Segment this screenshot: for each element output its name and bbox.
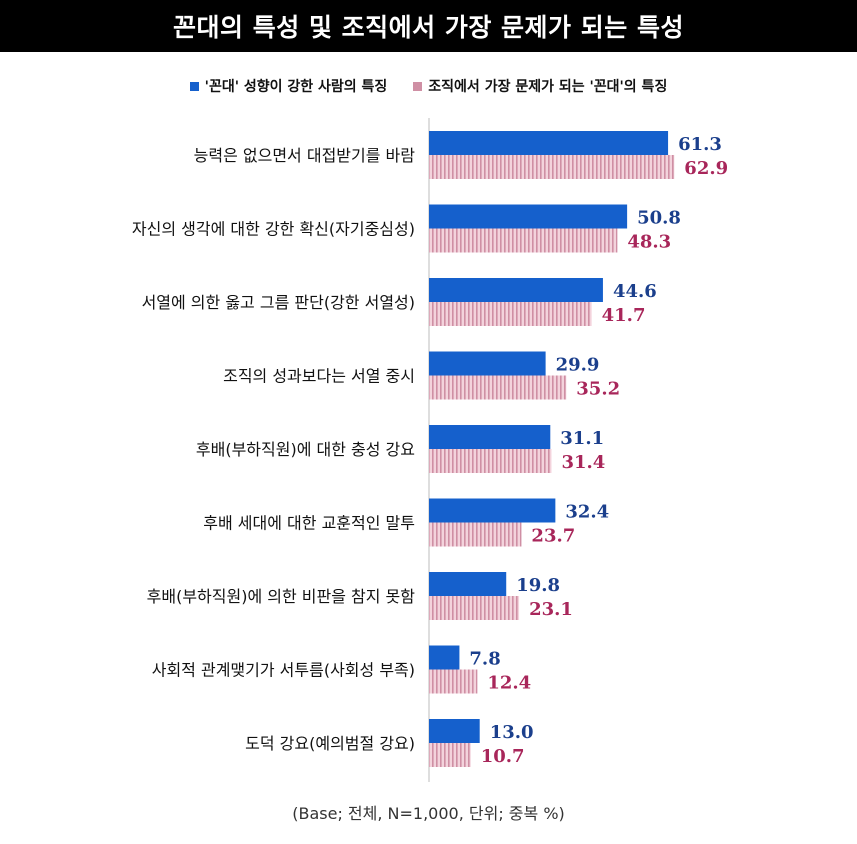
data-label-series2: 10.7	[481, 746, 525, 767]
bar-series1	[429, 498, 556, 523]
bar-series1	[429, 425, 551, 449]
legend-label-series1: '꼰대' 성향이 강한 사람의 특징	[204, 79, 388, 95]
bar-series2	[429, 449, 552, 473]
bar-series2	[429, 155, 675, 179]
bar-series1	[429, 278, 603, 302]
category-label: 자신의 생각에 대한 강한 확신(자기중심성)	[132, 220, 415, 239]
category-label: 도덕 강요(예의범절 강요)	[245, 734, 415, 753]
data-label-series2: 41.7	[602, 305, 646, 326]
bar-series2	[429, 522, 522, 547]
bar-series2	[429, 669, 478, 694]
legend-swatch-series2	[413, 81, 423, 91]
bar-series1	[429, 572, 507, 596]
bar-chart: 능력은 없으면서 대접받기를 바람 61.3 62.9 자신의 생각에 대한 강한 확…	[132, 118, 728, 782]
bar-series2	[429, 302, 592, 326]
footer-note: (Base; 전체, N=1,000, 단위; 중복 %)	[292, 804, 565, 823]
legend-label-series2: 조직에서 가장 문제가 되는 '꼰대'의 특징	[428, 79, 668, 95]
bar-series1	[429, 645, 460, 670]
data-label-series1: 32.4	[565, 502, 609, 523]
legend-item-series2: 조직에서 가장 문제가 되는 '꼰대'의 특징	[413, 76, 667, 96]
data-label-series2: 31.4	[561, 452, 605, 473]
data-label-series1: 50.8	[637, 208, 681, 229]
category-label: 후배(부하직원)에 의한 비판을 참지 못함	[147, 587, 416, 606]
category-label: 후배(부하직원)에 대한 충성 강요	[196, 440, 415, 459]
data-label-series1: 29.9	[556, 355, 600, 376]
chart-title: 꼰대의 특성 및 조직에서 가장 문제가 되는 특성	[0, 0, 857, 52]
legend-item-series1: '꼰대' 성향이 강한 사람의 특징	[189, 76, 388, 96]
category-label: 사회적 관계맺기가 서투름(사회성 부족)	[152, 661, 415, 680]
category-label: 조직의 성과보다는 서열 중시	[223, 367, 415, 386]
data-label-series2: 23.7	[531, 526, 575, 547]
data-label-series1: 19.8	[516, 575, 560, 596]
bar-series2	[429, 596, 520, 620]
category-label: 능력은 없으면서 대접받기를 바람	[194, 146, 416, 165]
bar-series2	[429, 743, 471, 767]
bar-series2	[429, 228, 618, 253]
bar-series1	[429, 131, 669, 155]
category-label: 후배 세대에 대한 교훈적인 말투	[203, 514, 415, 533]
data-label-series1: 13.0	[490, 722, 534, 743]
data-label-series1: 61.3	[678, 134, 722, 155]
data-label-series2: 35.2	[576, 379, 620, 400]
data-label-series2: 23.1	[529, 599, 573, 620]
bar-series1	[429, 204, 628, 229]
data-label-series2: 48.3	[627, 232, 671, 253]
data-label-series2: 62.9	[684, 158, 728, 179]
legend: '꼰대' 성향이 강한 사람의 특징 조직에서 가장 문제가 되는 '꼰대'의 …	[0, 74, 857, 98]
category-label: 서열에 의한 옳고 그름 판단(강한 서열성)	[142, 293, 415, 312]
data-label-series1: 7.8	[469, 649, 500, 670]
legend-swatch-series1	[189, 81, 199, 91]
data-label-series1: 31.1	[560, 428, 604, 449]
bar-series2	[429, 375, 567, 400]
bar-series1	[429, 719, 480, 743]
data-label-series2: 12.4	[487, 673, 531, 694]
bar-series1	[429, 351, 546, 376]
data-label-series1: 44.6	[613, 281, 657, 302]
